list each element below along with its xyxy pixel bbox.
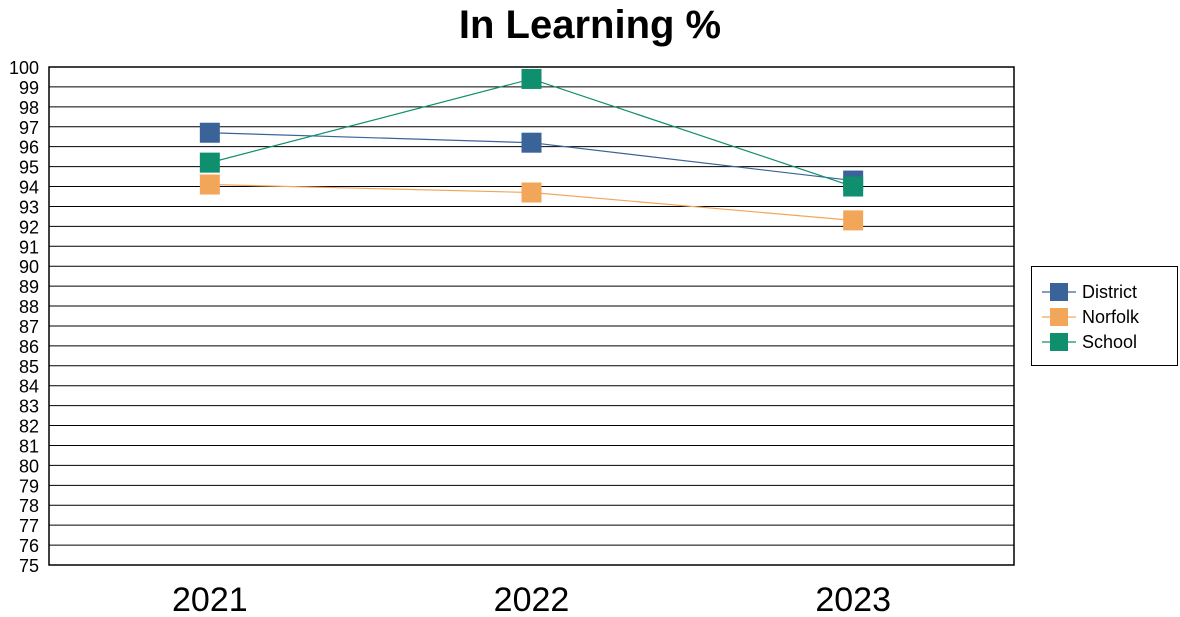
y-tick-label: 86 bbox=[19, 337, 39, 357]
y-tick-label: 79 bbox=[19, 476, 39, 496]
y-tick-label: 76 bbox=[19, 536, 39, 556]
y-tick-label: 95 bbox=[19, 158, 39, 178]
y-tick-label: 91 bbox=[19, 237, 39, 257]
legend-item-school: School bbox=[1042, 330, 1172, 354]
y-tick-label: 92 bbox=[19, 217, 39, 237]
y-tick-label: 77 bbox=[19, 516, 39, 536]
x-tick-label: 2023 bbox=[815, 581, 891, 617]
y-tick-label: 96 bbox=[19, 138, 39, 158]
y-tick-label: 88 bbox=[19, 297, 39, 317]
x-axis-ticks: 2021 2022 2023 bbox=[172, 581, 891, 617]
y-tick-label: 98 bbox=[19, 98, 39, 118]
legend-item-norfolk: Norfolk bbox=[1042, 305, 1172, 329]
y-tick-label: 97 bbox=[19, 118, 39, 138]
series-norfolk bbox=[199, 174, 864, 231]
legend-swatch bbox=[1042, 283, 1076, 301]
y-tick-label: 100 bbox=[9, 58, 39, 78]
y-tick-label: 82 bbox=[19, 417, 39, 437]
data-point bbox=[199, 122, 220, 143]
x-tick-label: 2021 bbox=[172, 581, 248, 617]
legend: District Norfolk School bbox=[1031, 266, 1178, 366]
y-tick-label: 94 bbox=[19, 178, 39, 198]
y-tick-label: 81 bbox=[19, 436, 39, 456]
chart-title: In Learning % bbox=[458, 3, 722, 47]
y-tick-label: 89 bbox=[19, 277, 39, 297]
series-group bbox=[199, 68, 864, 231]
data-point bbox=[843, 176, 864, 197]
legend-swatch bbox=[1042, 308, 1076, 326]
legend-label: School bbox=[1082, 332, 1138, 352]
series-school bbox=[199, 68, 864, 197]
y-tick-label: 80 bbox=[19, 456, 39, 476]
y-tick-label: 83 bbox=[19, 397, 39, 417]
legend-label: District bbox=[1082, 282, 1137, 302]
y-tick-label: 87 bbox=[19, 317, 39, 337]
data-point bbox=[843, 210, 864, 231]
data-point bbox=[199, 174, 220, 195]
y-tick-label: 85 bbox=[19, 357, 39, 377]
y-axis-ticks: 1009998979695949392919089888786858483828… bbox=[9, 58, 39, 576]
y-tick-label: 93 bbox=[19, 197, 39, 217]
legend-item-district: District bbox=[1042, 280, 1172, 304]
x-tick-label: 2022 bbox=[494, 581, 570, 617]
data-point bbox=[199, 152, 220, 173]
y-tick-label: 99 bbox=[19, 78, 39, 98]
data-point bbox=[521, 68, 542, 89]
y-tick-label: 90 bbox=[19, 257, 39, 277]
y-tick-label: 75 bbox=[19, 556, 39, 576]
plot-frame bbox=[48, 66, 1015, 566]
data-point bbox=[521, 182, 542, 203]
y-tick-label: 84 bbox=[19, 377, 39, 397]
data-point bbox=[521, 132, 542, 153]
legend-swatch bbox=[1042, 333, 1076, 351]
y-tick-label: 78 bbox=[19, 496, 39, 516]
legend-label: Norfolk bbox=[1082, 307, 1140, 327]
